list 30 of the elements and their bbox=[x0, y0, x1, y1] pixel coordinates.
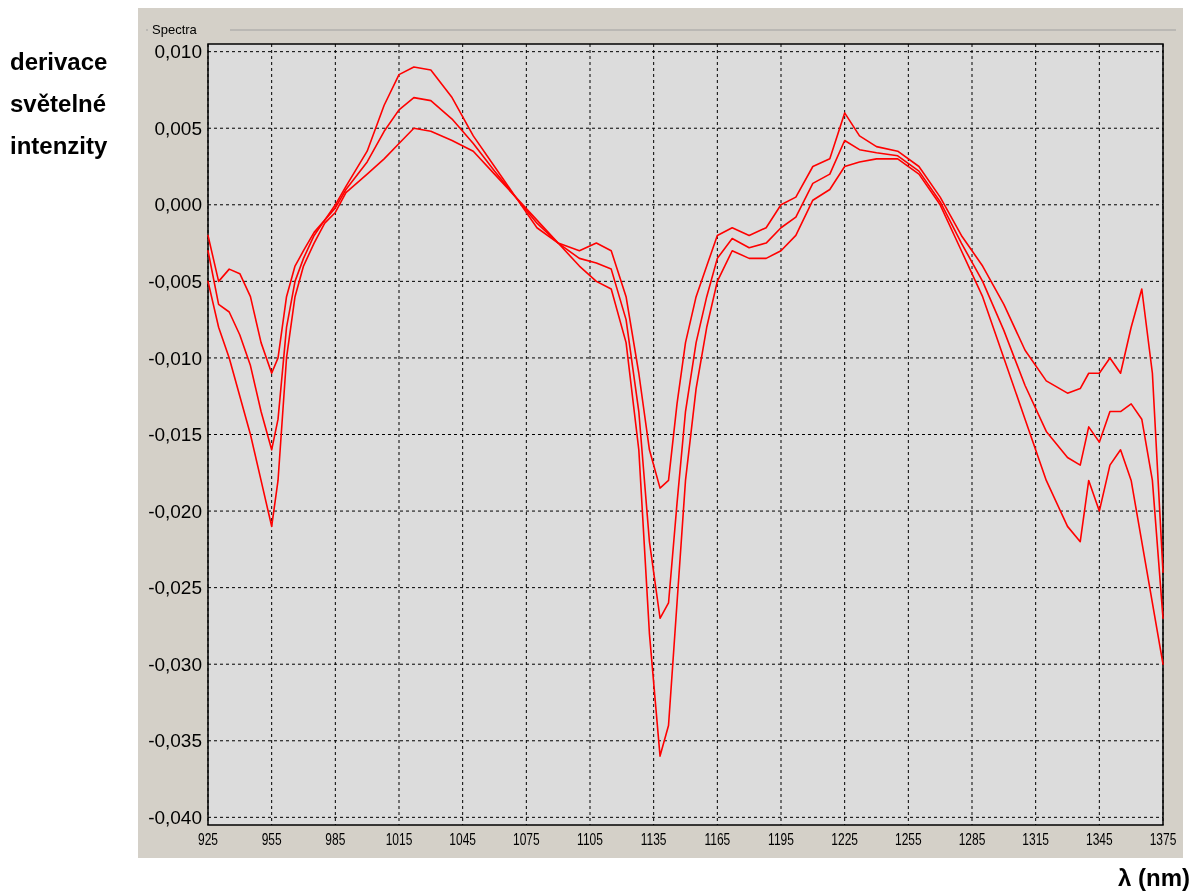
chart-title: Spectra bbox=[152, 22, 198, 37]
y-tick-label: 0,010 bbox=[154, 41, 202, 63]
x-tick-label: 1165 bbox=[704, 830, 731, 849]
x-tick-label: 925 bbox=[198, 830, 219, 849]
y-tick-label: -0,020 bbox=[148, 500, 202, 522]
x-tick-label: 955 bbox=[261, 830, 282, 849]
y-tick-label: -0,005 bbox=[148, 271, 202, 293]
y-tick-label: -0,030 bbox=[148, 653, 202, 675]
x-tick-label: 1345 bbox=[1086, 830, 1113, 849]
x-tick-label: 985 bbox=[325, 830, 346, 849]
x-tick-label: 1045 bbox=[449, 830, 477, 849]
x-tick-label: 1315 bbox=[1022, 830, 1050, 849]
y-tick-label: -0,025 bbox=[148, 577, 202, 599]
y-tick-label: -0,040 bbox=[148, 806, 202, 828]
x-tick-label: 1135 bbox=[640, 830, 667, 849]
y-tick-label: 0,005 bbox=[154, 117, 202, 139]
y-axis-title: derivace světelné intenzity bbox=[10, 48, 108, 159]
x-tick-label: 1015 bbox=[385, 830, 413, 849]
x-tick-label: 1255 bbox=[895, 830, 922, 849]
x-tick-label: 1375 bbox=[1149, 830, 1177, 849]
x-tick-label: 1225 bbox=[831, 830, 859, 849]
y-tick-label: -0,010 bbox=[148, 347, 202, 369]
x-tick-label: 1285 bbox=[958, 830, 986, 849]
y-tick-label: -0,015 bbox=[148, 424, 202, 446]
y-tick-label: 0,000 bbox=[154, 194, 202, 216]
x-tick-label: 1105 bbox=[577, 830, 604, 849]
y-tick-label: -0,035 bbox=[148, 730, 202, 752]
x-axis-title: λ (nm) bbox=[1118, 864, 1190, 891]
x-tick-label: 1195 bbox=[768, 830, 795, 849]
x-tick-label: 1075 bbox=[513, 830, 540, 849]
